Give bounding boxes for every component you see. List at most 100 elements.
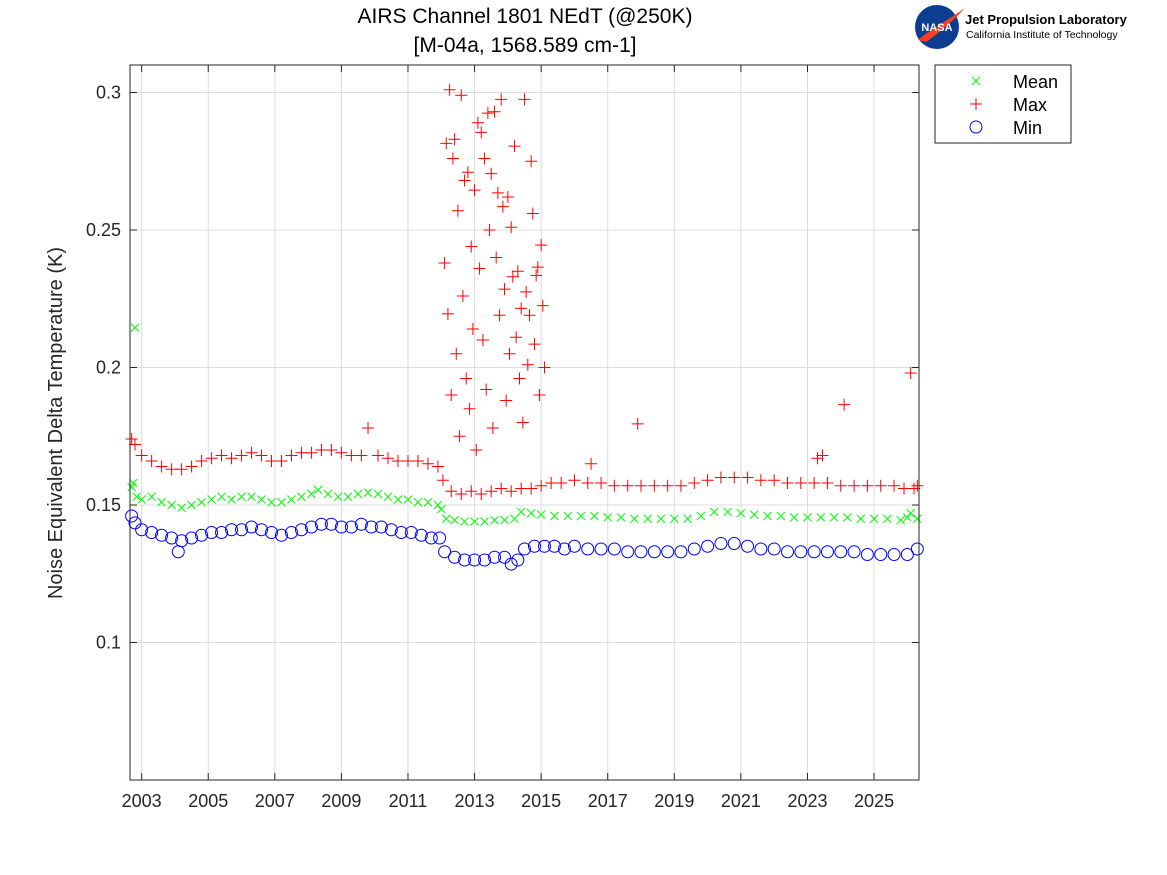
point-min <box>185 531 199 545</box>
point-mean <box>130 323 140 332</box>
point-max <box>475 126 488 139</box>
point-max <box>480 383 493 396</box>
legend-box <box>934 64 1072 144</box>
point-mean <box>749 510 759 519</box>
point-max <box>568 474 581 487</box>
point-max <box>465 240 478 253</box>
point-min <box>135 523 149 537</box>
point-max <box>861 479 874 492</box>
point-max <box>335 446 348 459</box>
point-min <box>874 548 888 561</box>
point-max <box>754 474 767 487</box>
point-max <box>523 309 536 322</box>
point-max <box>821 477 834 489</box>
point-max <box>468 184 481 197</box>
point-max <box>372 449 385 462</box>
x-tick-label: 2025 <box>854 791 894 811</box>
point-min <box>581 542 595 556</box>
point-max <box>714 471 727 484</box>
point-max <box>874 479 887 492</box>
logo-line-1: Jet Propulsion Laboratory <box>965 12 1128 27</box>
title-line-1: AIRS Channel 1801 NEdT (@250K) <box>358 5 693 28</box>
point-max <box>498 283 511 296</box>
point-mean <box>603 513 613 522</box>
point-mean <box>896 515 906 525</box>
point-mean <box>277 497 286 507</box>
point-min <box>205 526 219 539</box>
point-max <box>446 152 459 165</box>
point-max <box>513 372 526 385</box>
point-max <box>451 204 464 217</box>
point-mean <box>630 514 639 524</box>
point-max <box>834 479 847 492</box>
point-max <box>481 107 494 120</box>
point-max <box>508 140 521 153</box>
point-max <box>794 477 807 489</box>
point-max <box>506 270 519 283</box>
point-min <box>433 531 447 545</box>
point-max <box>438 257 451 269</box>
point-max <box>518 93 531 106</box>
point-mean <box>643 514 653 524</box>
point-mean <box>869 514 879 524</box>
point-max <box>521 358 534 371</box>
point-min <box>314 517 328 531</box>
point-mean <box>217 492 226 502</box>
point-max <box>285 449 298 462</box>
point-mean <box>470 517 479 526</box>
point-max <box>520 285 533 298</box>
point-mean <box>563 511 573 521</box>
point-min <box>128 516 142 530</box>
point-max <box>526 207 539 220</box>
point-max <box>135 449 148 462</box>
point-max <box>661 479 674 492</box>
series-min <box>125 509 924 571</box>
point-max <box>460 372 473 385</box>
point-mean <box>450 515 459 525</box>
point-max <box>531 261 544 274</box>
point-max <box>431 460 444 473</box>
series-max <box>125 83 924 500</box>
point-mean <box>709 507 719 517</box>
point-min <box>195 528 209 542</box>
point-mean <box>247 492 256 502</box>
point-min <box>900 548 914 561</box>
nasa-badge-text: NASA <box>921 22 952 34</box>
point-max <box>456 290 469 302</box>
point-mean <box>297 492 306 502</box>
point-max <box>516 416 529 429</box>
point-max <box>631 417 644 430</box>
point-mean <box>441 514 451 524</box>
point-mean <box>343 492 353 502</box>
x-tick-label: 2007 <box>255 791 295 811</box>
point-min <box>304 520 318 534</box>
point-max <box>533 389 546 401</box>
point-min <box>518 542 531 556</box>
point-max <box>581 477 594 489</box>
point-min <box>498 550 512 564</box>
point-max <box>741 471 754 484</box>
point-mean <box>307 489 316 499</box>
point-min <box>701 539 715 553</box>
y-tick-label: 0.2 <box>96 358 121 378</box>
y-tick-label: 0.15 <box>86 495 121 515</box>
y-tick-label: 0.1 <box>96 633 121 653</box>
point-min <box>714 537 728 550</box>
point-mean <box>526 508 536 518</box>
chart-title: AIRS Channel 1801 NEdT (@250K) [M-04a, 1… <box>358 5 693 57</box>
point-min <box>504 557 518 571</box>
point-min <box>527 539 541 553</box>
point-max <box>530 269 543 282</box>
title-line-2: [M-04a, 1568.589 cm-1] <box>414 34 637 57</box>
point-max <box>808 477 821 489</box>
point-min <box>547 539 561 553</box>
point-max <box>595 477 608 489</box>
x-tick-label: 2003 <box>122 791 162 811</box>
point-mean <box>816 513 826 522</box>
point-max <box>525 155 538 168</box>
point-max <box>215 449 228 462</box>
point-min <box>414 528 428 542</box>
series-mean <box>127 323 922 526</box>
point-mean <box>267 497 276 507</box>
point-max <box>555 477 568 489</box>
